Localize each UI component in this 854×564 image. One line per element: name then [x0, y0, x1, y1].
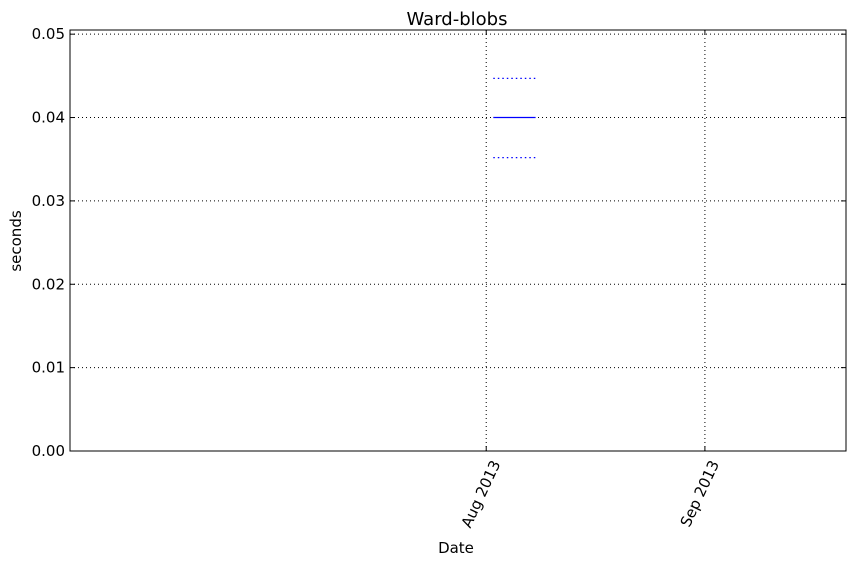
chart-title: Ward-blobs: [407, 9, 508, 30]
y-axis-label: seconds: [7, 210, 25, 271]
x-tick-label: Aug 2013: [458, 458, 505, 531]
grid: [70, 30, 846, 452]
x-axis-label: Date: [438, 539, 474, 557]
y-tick-label: 0.04: [32, 109, 65, 127]
plot-frame: [69, 29, 847, 452]
y-tick-label: 0.05: [32, 25, 65, 43]
y-tick-label: 0.03: [32, 192, 65, 210]
x-tick-label: Sep 2013: [677, 458, 723, 530]
x-axis: Aug 2013 Sep 2013: [458, 30, 723, 531]
series-group: [493, 77, 536, 159]
y-tick-label: 0.00: [32, 442, 65, 460]
y-axis: 0.00 0.01 0.02 0.03 0.04 0.05: [32, 25, 846, 460]
y-tick-label: 0.02: [32, 275, 65, 293]
y-tick-label: 0.01: [32, 359, 65, 377]
